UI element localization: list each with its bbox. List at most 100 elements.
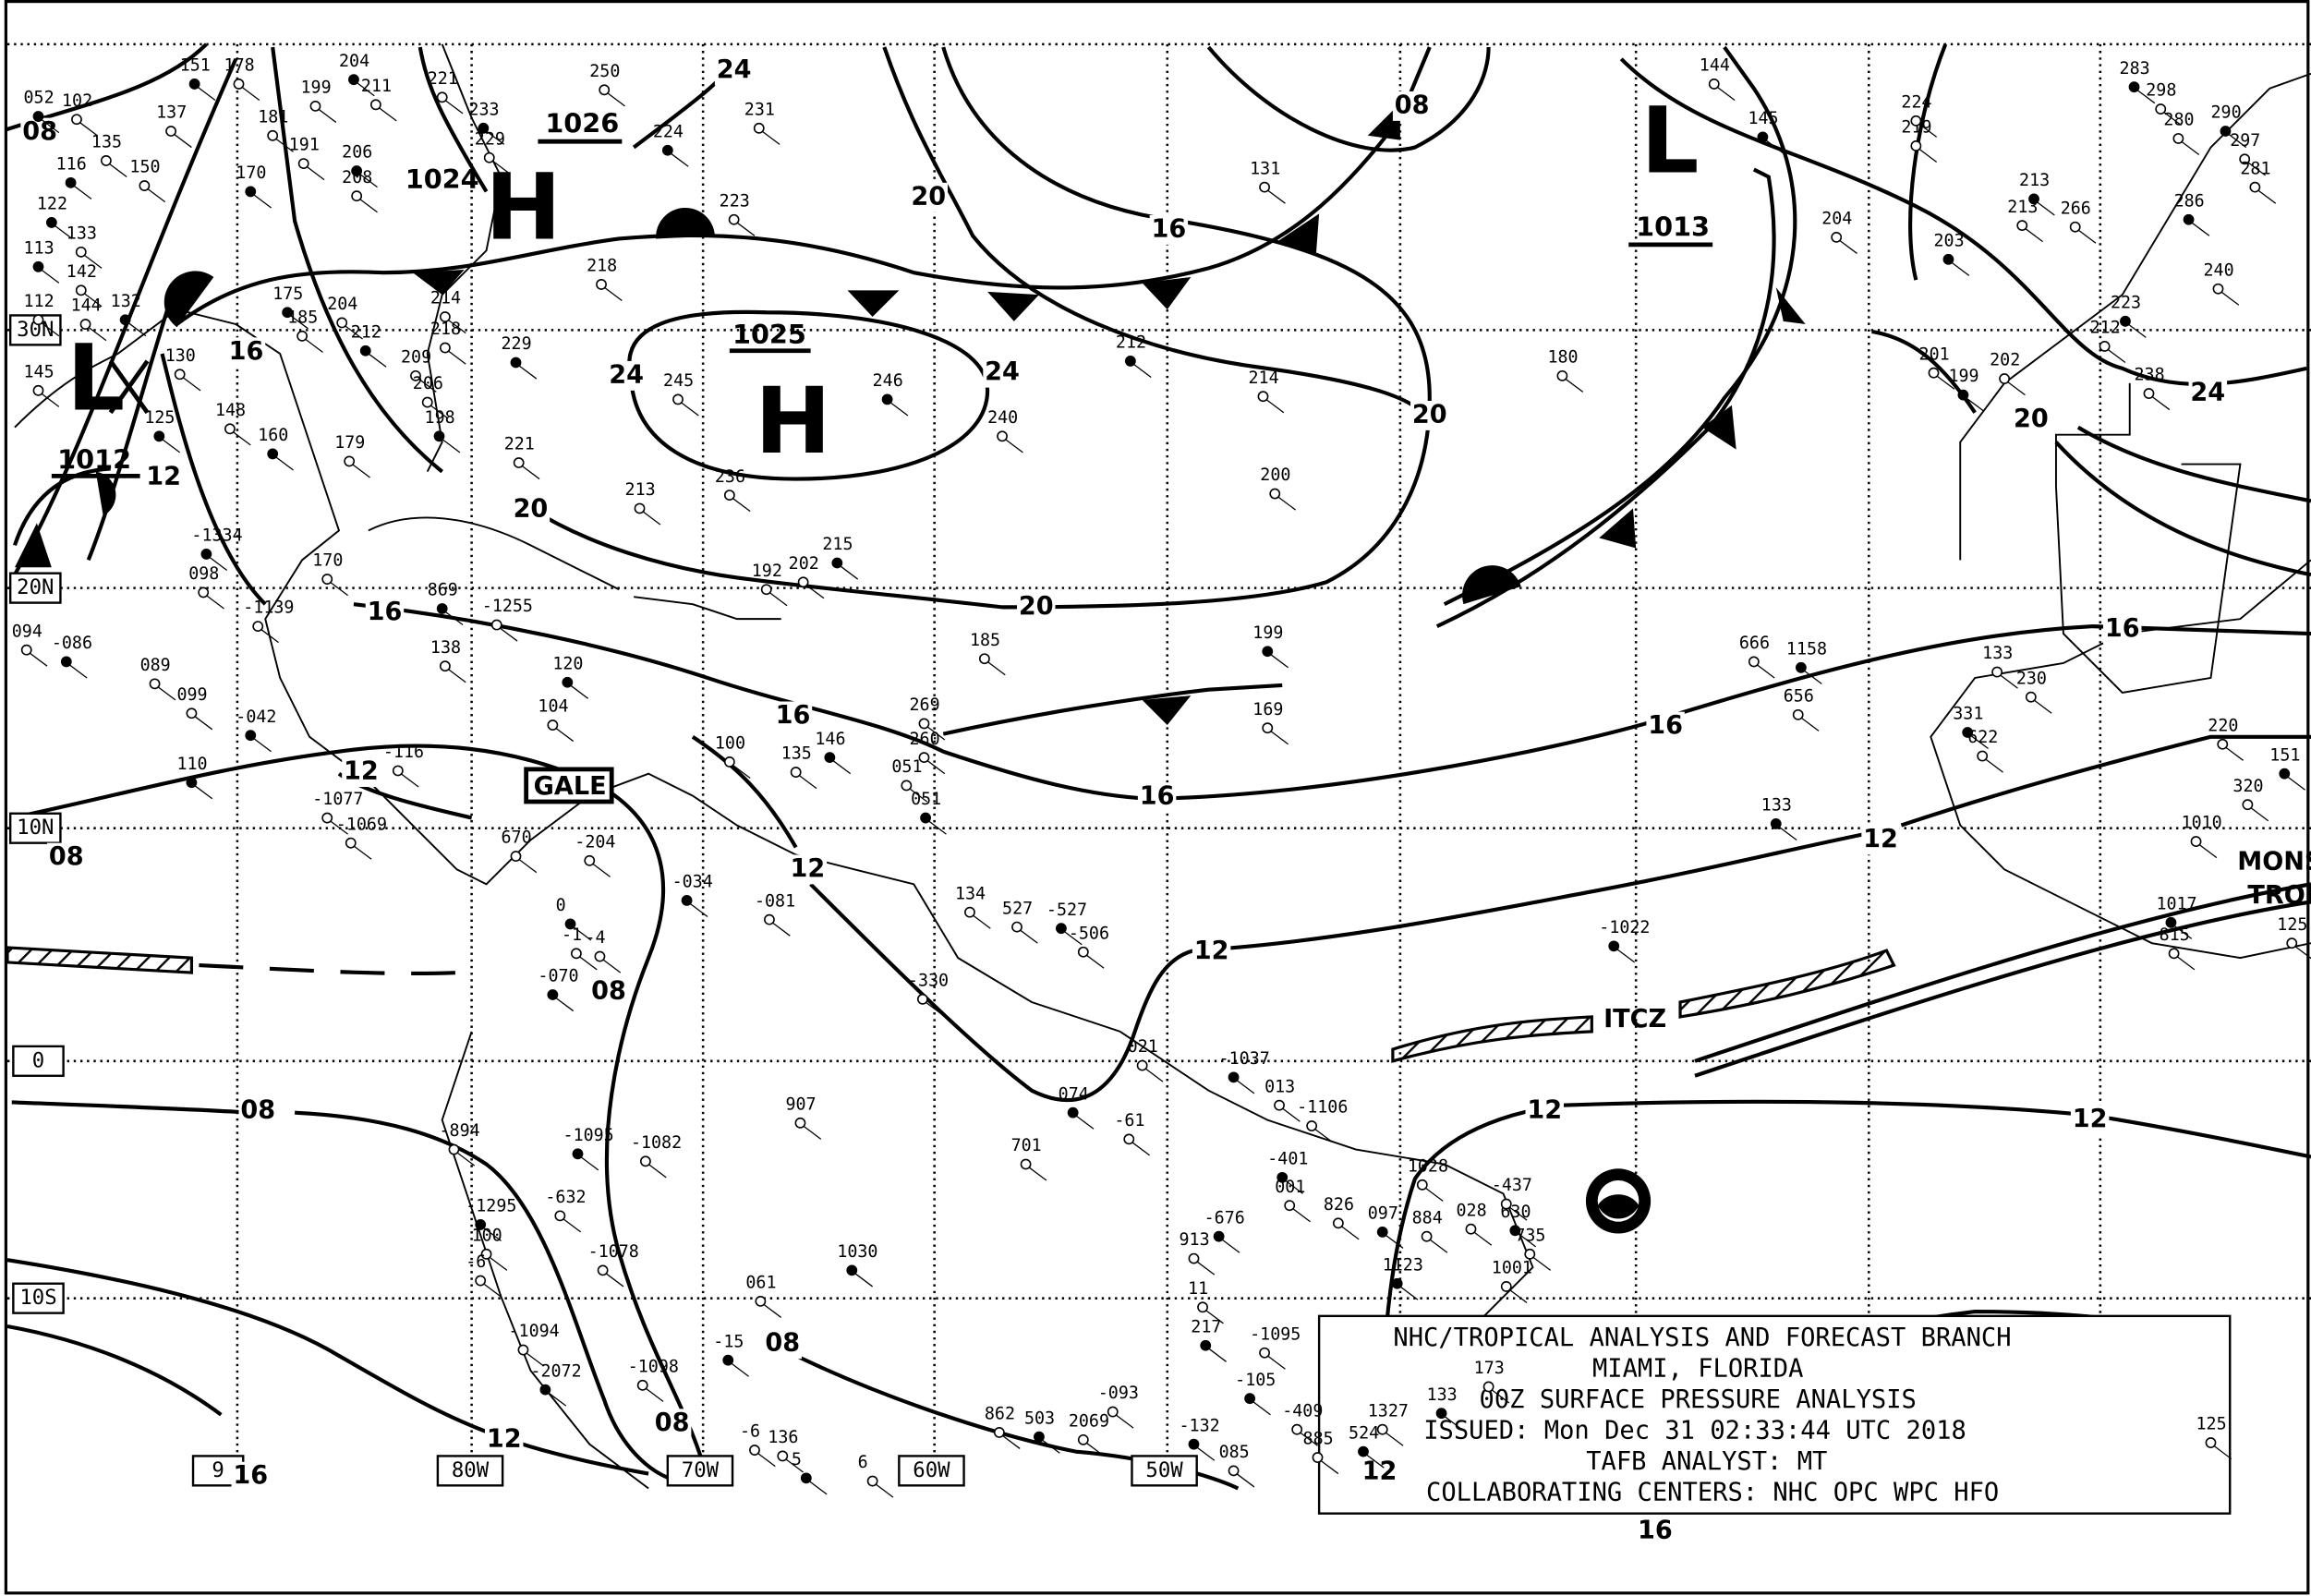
station-value: 052 [24, 89, 54, 108]
station-value: 701 [1011, 1136, 1042, 1155]
wind-barb-icon [526, 1352, 545, 1367]
station-value: 283 [2120, 59, 2150, 79]
station-plot: 185 [970, 631, 1006, 676]
station-value: 503 [1024, 1409, 1055, 1428]
station-plot: 1123 [1383, 1255, 1423, 1300]
station-circle-icon [800, 1472, 812, 1484]
station-circle-icon [1416, 1179, 1428, 1191]
wind-barb-icon [2247, 162, 2266, 176]
isobars [5, 42, 2311, 1491]
wind-barb-icon [1144, 1068, 1164, 1082]
wind-barb-icon [1385, 1432, 1404, 1446]
station-circle-icon [1500, 1281, 1512, 1292]
station-plot: 215 [822, 535, 859, 580]
station-circle-icon [2069, 221, 2081, 233]
isobar-label: 08 [49, 842, 84, 871]
station-value: 148 [215, 401, 246, 420]
station-circle-icon [32, 111, 44, 122]
station-plot: 151 [2269, 745, 2306, 791]
station-value: -1295 [466, 1197, 516, 1216]
station-circle-icon [636, 1379, 648, 1391]
station-value: 206 [413, 374, 443, 393]
station-circle-icon [233, 79, 245, 90]
wind-barb-icon [1803, 670, 1822, 684]
station-value: 212 [351, 322, 381, 342]
wind-barb-icon [444, 99, 464, 115]
station-plot: 11 [1188, 1279, 1224, 1324]
station-plot: 099 [176, 685, 213, 731]
wind-barb-icon [79, 121, 98, 137]
station-circle-icon [547, 989, 559, 1000]
station-plot: 148 [215, 401, 251, 446]
station-value: 175 [272, 284, 303, 304]
station-circle-icon [119, 314, 131, 326]
wind-barb-icon [521, 465, 540, 480]
station-plot: -093 [1098, 1384, 1139, 1429]
longitude-label: 80W [452, 1458, 490, 1482]
station-plot: 223 [2111, 293, 2147, 338]
station-value: -506 [1069, 924, 1109, 943]
station-circle-icon [165, 126, 177, 137]
wind-barb-icon [486, 130, 505, 145]
wind-barb-icon [1115, 1414, 1134, 1429]
station-plot: 1001 [1492, 1259, 1532, 1303]
station-value: 913 [1180, 1230, 1210, 1250]
wind-barb-icon [1936, 375, 1955, 390]
station-plot: 097 [1368, 1204, 1404, 1249]
station-value: 229 [475, 129, 505, 149]
station-value: -632 [545, 1188, 586, 1207]
station-value: 170 [312, 551, 343, 571]
station-value: 0 [556, 896, 566, 915]
station-plot: 100 [715, 734, 751, 779]
station-circle-icon [1107, 1406, 1119, 1418]
station-plot: -632 [545, 1188, 587, 1233]
station-plot: -1037 [1219, 1049, 1270, 1094]
station-plot: -1139 [243, 598, 294, 644]
wind-barb-icon [642, 511, 661, 526]
station-value: 122 [37, 195, 67, 214]
low-pressure-symbol: L [67, 326, 125, 432]
station-value: -1069 [336, 815, 387, 834]
station-value: -105 [1235, 1371, 1276, 1390]
coastline-cuba [368, 516, 620, 591]
station-plot: -6 [740, 1422, 776, 1468]
station-circle-icon [186, 777, 198, 789]
station-value: 224 [1901, 92, 1931, 112]
wind-barb-icon [442, 438, 461, 453]
station-circle-icon [245, 186, 257, 198]
station-circle-icon [32, 260, 44, 272]
isobar-label-group: 12 [788, 854, 828, 885]
isobar-label: 16 [776, 701, 811, 730]
wind-barb-icon [356, 81, 375, 97]
wind-barb-icon [253, 737, 272, 753]
station-circle-icon [681, 894, 693, 906]
wind-barb-icon [925, 1001, 944, 1016]
station-value: -2072 [530, 1361, 581, 1381]
station-circle-icon [1942, 253, 1954, 265]
wind-barb-icon [1616, 949, 1635, 963]
station-plot: -506 [1069, 924, 1109, 969]
station-value: 215 [822, 535, 853, 554]
station-circle-icon [351, 165, 363, 176]
isobar-label: 24 [2190, 379, 2225, 407]
station-value: 269 [910, 695, 940, 715]
station-circle-icon [1257, 391, 1269, 403]
station-value: 11 [1188, 1279, 1208, 1299]
station-value: -070 [538, 967, 578, 986]
station-circle-icon [200, 549, 212, 560]
station-circle-icon [436, 603, 448, 614]
monsoon-trough-label: TROU [2247, 881, 2311, 910]
station-circle-icon [2120, 315, 2131, 327]
wind-barb-icon [1385, 1234, 1404, 1249]
station-plot: 735 [1515, 1226, 1552, 1271]
station-value: 236 [715, 467, 745, 487]
station-circle-icon [831, 557, 843, 569]
wind-barb-icon [1299, 1432, 1318, 1446]
isobar-label-group: 20 [1017, 592, 1056, 623]
wind-barb-icon [1236, 1473, 1255, 1488]
wind-barb-icon [275, 456, 294, 471]
wind-barb-icon [732, 764, 751, 779]
station-plot: 214 [430, 289, 466, 334]
wind-barb-icon [798, 774, 817, 790]
